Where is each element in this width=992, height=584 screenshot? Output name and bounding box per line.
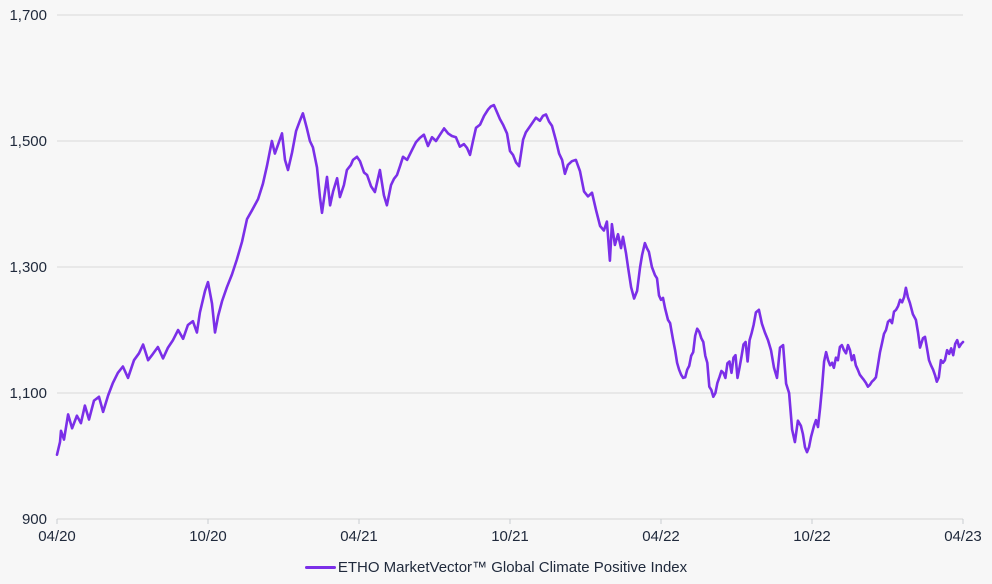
x-axis-tick-label: 10/21 xyxy=(491,528,529,545)
x-axis-tick-label: 04/23 xyxy=(944,528,982,545)
x-axis-tick-label: 10/22 xyxy=(793,528,831,545)
legend-line-swatch xyxy=(304,565,336,569)
x-axis-ticks xyxy=(56,519,964,524)
y-axis-tick-label: 1,500 xyxy=(9,133,47,150)
y-axis-tick-label: 1,700 xyxy=(9,7,47,24)
x-axis-tick-label: 10/20 xyxy=(189,528,227,545)
legend-label: ETHO MarketVector™ Global Climate Positi… xyxy=(337,558,688,576)
index-line xyxy=(55,103,965,456)
y-axis-tick-label: 900 xyxy=(22,511,47,528)
y-axis-tick-label: 1,100 xyxy=(9,385,47,402)
x-axis-tick-label: 04/20 xyxy=(38,528,76,545)
x-axis-tick-label: 04/21 xyxy=(340,528,378,545)
x-axis-tick-label: 04/22 xyxy=(642,528,680,545)
legend: ETHO MarketVector™ Global Climate Positi… xyxy=(0,555,992,579)
plot-area: 900 1,100 1,300 1,500 1,700 04/20 10/20 04/21 10… xyxy=(9,7,982,545)
x-axis-labels: 04/20 10/20 04/21 10/21 04/22 10/22 04/23 xyxy=(38,528,982,545)
y-axis-labels: 900 1,100 1,300 1,500 1,700 xyxy=(9,7,47,528)
y-axis-tick-label: 1,300 xyxy=(9,259,47,276)
grid-lines xyxy=(57,14,963,394)
